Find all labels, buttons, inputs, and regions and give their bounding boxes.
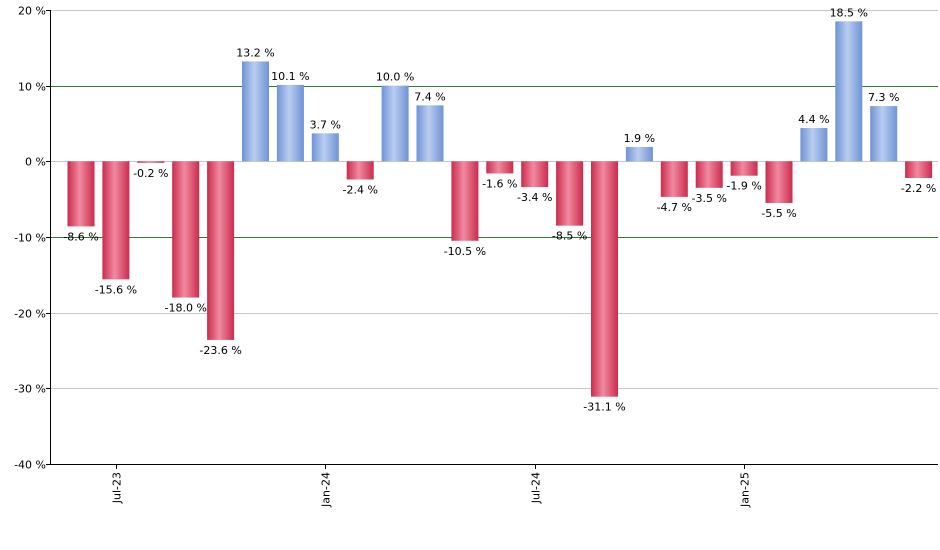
- data-labels: -8.6 % -15.6 % -0.2 % -18.0 % -23.6 % 13.2 % 1…: [63, 6, 936, 413]
- y-tick-label: -10 %: [14, 232, 46, 245]
- data-label: -0.2 %: [133, 167, 168, 180]
- bar-oct-24: [625, 146, 653, 162]
- data-label: -3.5 %: [691, 192, 726, 205]
- y-tick-label: 0 %: [25, 156, 46, 169]
- data-label: -31.1 %: [583, 401, 625, 414]
- bar-apr-25: [835, 21, 863, 162]
- bar-oct-23: [207, 161, 235, 340]
- data-label: 10.0 %: [376, 71, 414, 84]
- data-label: -3.4 %: [517, 191, 552, 204]
- bar-sep-24: [591, 161, 618, 397]
- data-label: -4.7 %: [657, 201, 692, 214]
- y-tick-label: -20 %: [14, 308, 46, 321]
- bar-jan-25: [730, 161, 758, 176]
- data-label: -1.9 %: [726, 180, 761, 193]
- data-label: -8.6 %: [63, 230, 98, 243]
- data-label: 3.7 %: [310, 118, 341, 131]
- bar-mar-24: [381, 85, 409, 162]
- bar-may-25: [870, 106, 898, 162]
- y-tick-label: -30 %: [14, 383, 46, 396]
- bar-nov-23: [242, 61, 269, 162]
- y-tick-label: 20 %: [18, 5, 46, 18]
- bar-aug-24: [556, 161, 584, 226]
- x-tick-label: Jan-25: [739, 472, 752, 508]
- bar-dec-23: [276, 84, 304, 162]
- bar-mar-25: [800, 128, 828, 162]
- bar-apr-24: [416, 105, 444, 162]
- data-label: 1.9 %: [624, 132, 655, 145]
- bars: [67, 21, 933, 397]
- bar-jul-24: [521, 161, 549, 188]
- bar-feb-25: [765, 161, 793, 203]
- bar-jan-24: [311, 133, 339, 162]
- data-label: 7.4 %: [414, 90, 445, 103]
- data-label: -5.5 %: [761, 207, 796, 220]
- x-tick-label: Jan-24: [320, 472, 333, 508]
- data-label: -10.5 %: [444, 245, 486, 258]
- bar-nov-24: [660, 161, 688, 197]
- data-label: -8.5 %: [552, 230, 587, 243]
- data-label: 7.3 %: [868, 91, 899, 104]
- data-label: -1.6 %: [482, 177, 517, 190]
- bar-dec-24: [695, 161, 723, 188]
- y-tick-label: -40 %: [14, 459, 46, 472]
- bar-jul-23: [102, 161, 130, 280]
- data-label: 10.1 %: [271, 70, 309, 83]
- axes: 20 % 10 % 0 % -10 % -20 % -30 % -40 % Jul-23 Jan…: [14, 5, 938, 508]
- x-tick-label: Jul-24: [530, 472, 543, 504]
- bar-jun-25: [905, 161, 933, 178]
- bar-may-24: [451, 161, 479, 241]
- data-label: 13.2 %: [236, 46, 274, 59]
- data-label: 18.5 %: [830, 6, 868, 19]
- bar-feb-24: [346, 161, 374, 180]
- x-tick-label: Jul-23: [111, 472, 124, 504]
- y-tick-label: 10 %: [18, 81, 46, 94]
- bar-sep-23: [172, 161, 200, 298]
- data-label: -2.4 %: [342, 183, 377, 196]
- bar-jun-23: [67, 161, 95, 227]
- bar-aug-23: [137, 161, 165, 163]
- data-label: 4.4 %: [798, 113, 829, 126]
- data-label: -23.6 %: [199, 344, 241, 357]
- bar-jun-24: [486, 161, 514, 174]
- data-label: -15.6 %: [95, 283, 137, 296]
- data-label: -18.0 %: [164, 302, 206, 315]
- data-label: -2.2 %: [901, 182, 936, 195]
